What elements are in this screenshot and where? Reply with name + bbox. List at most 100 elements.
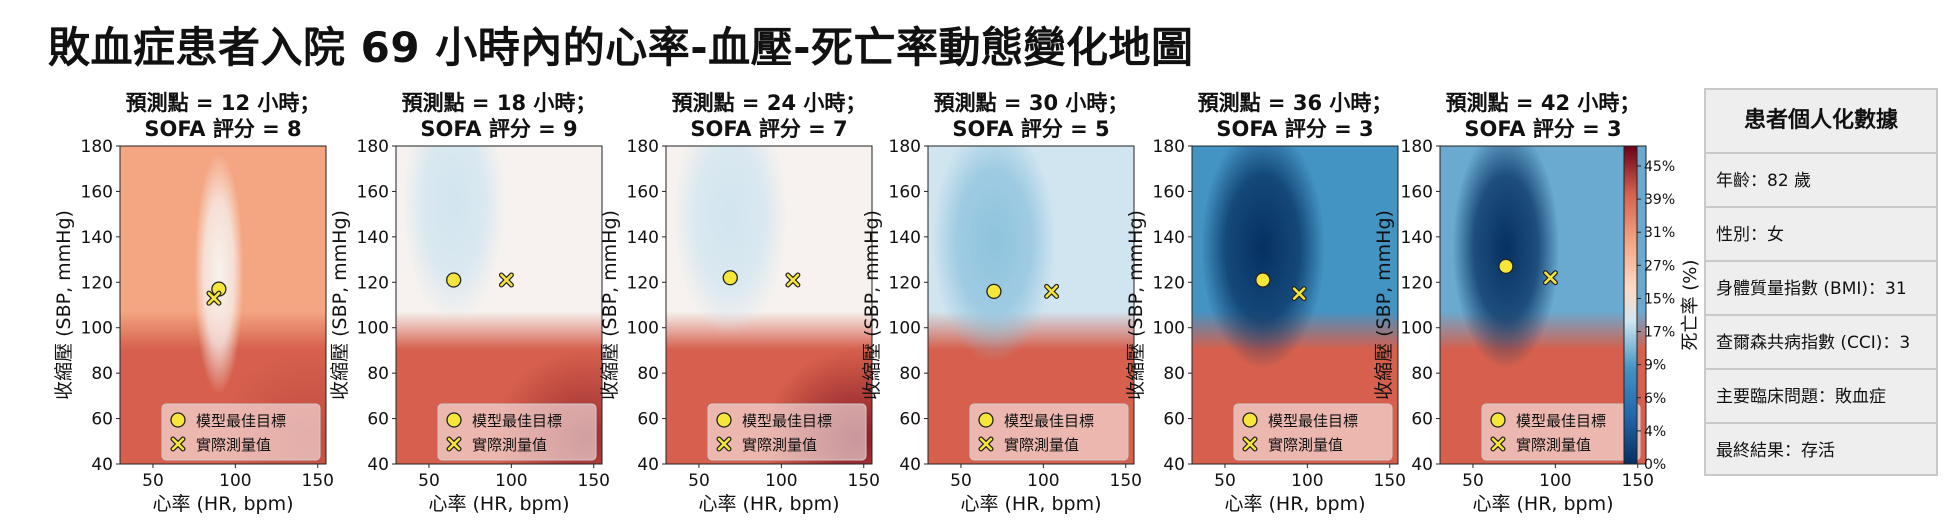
y-tick-label: 180 (81, 137, 113, 157)
y-tick-label: 140 (357, 228, 389, 248)
target-marker (1498, 258, 1514, 275)
panel-title-line2: SOFA 評分 = 8 (144, 117, 301, 141)
patient-age: 年齡：82 歲 (1706, 154, 1936, 208)
patient-card: 患者個人化數據 年齡：82 歲 性別：女 身體質量指數 (BMI)：31 查爾森… (1704, 88, 1938, 476)
heatmap-panel-1: 預測點 = 12 小時；SOFA 評分 = 8 40 60 80 100 120 140 16… (53, 91, 334, 515)
y-tick-label: 40 (637, 455, 659, 475)
plot-frame (395, 145, 603, 465)
legend-box (707, 403, 867, 461)
panel-title-line2: SOFA 評分 = 3 (1216, 117, 1373, 141)
y-tick-label: 180 (1153, 137, 1185, 157)
y-tick-label: 60 (367, 410, 389, 430)
y-tick-label: 80 (367, 364, 389, 384)
y-axis-label: 收縮壓 (SBP, mmHg) (53, 210, 75, 400)
y-tick-label: 140 (627, 228, 659, 248)
x-tick-label: 50 (1214, 471, 1236, 491)
legend-measured-symbol-fill (1243, 437, 1257, 451)
colorbar-tick-label: 17% (1644, 325, 1675, 341)
colorbar-tick-label: 15% (1644, 291, 1675, 307)
x-tick-label: 150 (302, 471, 334, 491)
measured-marker-fill (1292, 287, 1306, 300)
heatmap-optimum-region (194, 152, 244, 395)
x-tick-label: 50 (1462, 471, 1484, 491)
legend-measured-label: 實際測量值 (196, 436, 271, 454)
x-tick-label: 100 (1539, 471, 1571, 491)
y-tick-label: 120 (357, 273, 389, 293)
y-tick-label: 60 (1411, 410, 1433, 430)
measured-marker-fill (500, 273, 513, 287)
y-tick-label: 40 (367, 455, 389, 475)
panel-title-line1: 預測點 = 18 小時； (402, 91, 597, 115)
y-tick-label: 160 (1401, 182, 1433, 202)
legend-target-symbol (716, 412, 732, 428)
panel-title-line2: SOFA 評分 = 9 (420, 117, 577, 141)
legend-measured-label: 實際測量值 (742, 436, 817, 454)
colorbar-gradient (1623, 145, 1638, 465)
y-tick-label: 40 (899, 455, 921, 475)
legend-box (969, 403, 1129, 461)
plot-frame (927, 145, 1135, 465)
y-tick-label: 140 (1401, 228, 1433, 248)
y-tick-label: 100 (1153, 319, 1185, 339)
x-tick-label: 100 (495, 471, 527, 491)
panel-title-line2: SOFA 評分 = 7 (690, 117, 847, 141)
panel-title-line1: 預測點 = 36 小時； (1198, 91, 1393, 115)
legend-target-symbol (170, 412, 186, 428)
y-tick-label: 160 (357, 182, 389, 202)
colorbar-tick-label: 39% (1644, 192, 1675, 208)
patient-cci: 查爾森共病指數 (CCI)：3 (1706, 316, 1936, 370)
y-axis-label: 收縮壓 (SBP, mmHg) (1373, 210, 1395, 400)
legend-target-symbol (1242, 412, 1258, 428)
x-tick-label: 50 (418, 471, 440, 491)
heatmap-optimum-region (932, 146, 1056, 363)
y-tick-label: 60 (91, 410, 113, 430)
colorbar-tick-label: 6% (1644, 391, 1666, 407)
legend-measured-symbol-fill (1491, 437, 1505, 451)
legend-box (437, 403, 597, 461)
y-tick-label: 140 (1153, 228, 1185, 248)
plot-frame (119, 145, 327, 465)
panel-title-line1: 預測點 = 42 小時； (1446, 91, 1641, 115)
y-axis-label: 收縮壓 (SBP, mmHg) (329, 210, 351, 400)
colorbar-label: 死亡率 (%) (1680, 260, 1701, 351)
legend-measured-symbol-fill (717, 437, 731, 451)
colorbar-tick-label: 9% (1644, 358, 1666, 374)
legend-target-label: 模型最佳目標 (472, 412, 562, 430)
plot-frame (1439, 145, 1647, 465)
panel-title-line2: SOFA 評分 = 3 (1464, 117, 1621, 141)
y-axis-label: 收縮壓 (SBP, mmHg) (1125, 210, 1147, 400)
y-tick-label: 180 (627, 137, 659, 157)
heatmap-optimum-region (672, 146, 788, 337)
y-tick-label: 160 (627, 182, 659, 202)
x-tick-label: 150 (848, 471, 880, 491)
y-tick-label: 120 (627, 273, 659, 293)
y-tick-label: 100 (81, 319, 113, 339)
y-tick-label: 80 (899, 364, 921, 384)
y-tick-label: 160 (81, 182, 113, 202)
y-axis-label: 收縮壓 (SBP, mmHg) (599, 210, 621, 400)
y-tick-label: 120 (889, 273, 921, 293)
y-tick-label: 120 (1153, 273, 1185, 293)
legend-target-symbol (446, 412, 462, 428)
patient-bmi: 身體質量指數 (BMI)：31 (1706, 262, 1936, 316)
panel-title-line1: 預測點 = 30 小時； (934, 91, 1129, 115)
y-tick-label: 60 (899, 410, 921, 430)
colorbar-tick-label: 0% (1644, 457, 1666, 473)
x-tick-label: 150 (1110, 471, 1142, 491)
x-tick-label: 100 (1027, 471, 1059, 491)
x-tick-label: 100 (765, 471, 797, 491)
heatmap-panel-6: 預測點 = 42 小時；SOFA 評分 = 3 40 60 80 100 120 140 16… (1373, 91, 1654, 515)
y-tick-label: 40 (91, 455, 113, 475)
panel-title-line2: SOFA 評分 = 5 (952, 117, 1109, 141)
colorbar-tick-label: 4% (1644, 424, 1666, 440)
legend-measured-label: 實際測量值 (472, 436, 547, 454)
y-axis-label: 收縮壓 (SBP, mmHg) (861, 210, 883, 400)
target-marker (1255, 272, 1271, 288)
legend-measured-symbol-fill (979, 437, 993, 451)
page-title: 敗血症患者入院 69 小時內的心率-血壓-死亡率動態變化地圖 (48, 23, 1194, 72)
legend-target-label: 模型最佳目標 (1004, 412, 1094, 430)
y-tick-label: 80 (1411, 364, 1433, 384)
measured-marker-fill (1544, 271, 1557, 285)
y-tick-label: 180 (357, 137, 389, 157)
measured-marker-fill (207, 291, 221, 305)
